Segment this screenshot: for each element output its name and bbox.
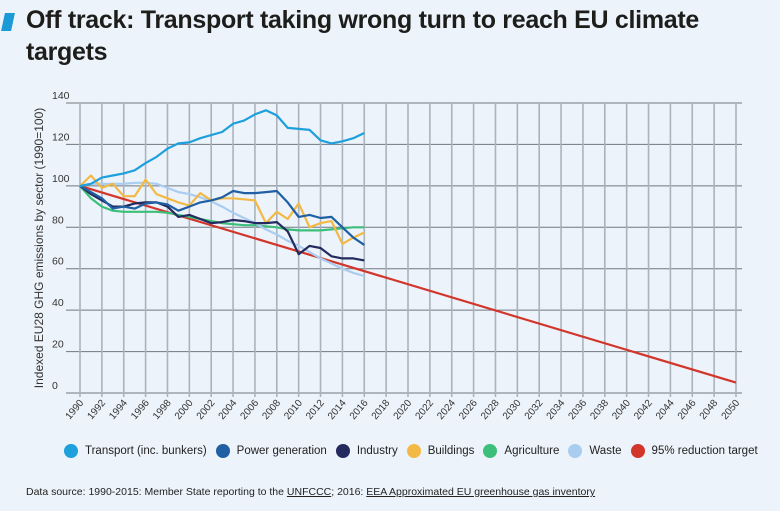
x-tick-label: 2004	[217, 398, 240, 422]
legend-label: Industry	[356, 445, 398, 457]
legend-label: Transport (inc. bunkers)	[85, 445, 207, 457]
x-tick-label: 2016	[348, 398, 371, 422]
x-tick-label: 1998	[151, 398, 174, 422]
legend-item[interactable]: Waste	[568, 444, 622, 458]
legend-swatch-icon	[215, 444, 230, 458]
legend-label: Agriculture	[504, 445, 560, 457]
series-line-power-generation	[79, 184, 365, 246]
chart-series	[79, 109, 737, 384]
legend-swatch-icon	[568, 444, 583, 458]
legend-label: 95% reduction target	[651, 445, 758, 457]
x-tick-label: 2044	[654, 398, 677, 422]
legend-item[interactable]: Buildings	[406, 444, 475, 458]
y-axis-ticks: 0 20 40 60 80 100 120 140	[52, 90, 70, 392]
legend-label: Waste	[589, 445, 622, 457]
chart-grid	[66, 102, 742, 397]
x-tick-label: 2028	[479, 398, 502, 422]
chart-legend: Transport (inc. bunkers) Power generation…	[64, 444, 767, 458]
x-tick-label: 1992	[85, 398, 108, 422]
x-tick-label: 2046	[676, 398, 699, 422]
legend-swatch-icon	[630, 444, 645, 458]
series-line-industry	[79, 185, 365, 262]
series-line-transport-inc-bunkers	[79, 109, 365, 187]
x-tick-label: 2034	[545, 398, 568, 422]
x-tick-label: 2020	[392, 398, 415, 422]
x-tick-label: 2012	[304, 398, 327, 422]
eea-inventory-link[interactable]: EEA Approximated EU greenhouse gas inven…	[366, 486, 596, 498]
legend-item[interactable]: Industry	[335, 444, 398, 458]
y-tick-label: 20	[52, 339, 64, 351]
legend-item[interactable]: 95% reduction target	[630, 444, 758, 458]
y-tick-label: 80	[52, 214, 64, 226]
x-tick-label: 2002	[195, 398, 218, 422]
y-tick-label: 60	[52, 256, 64, 268]
unfccc-link[interactable]: UNFCCC	[286, 486, 332, 498]
x-tick-label: 2038	[588, 398, 611, 422]
x-tick-label: 2032	[523, 398, 546, 422]
x-tick-label: 2022	[413, 398, 436, 422]
y-tick-label: 100	[52, 173, 70, 185]
y-tick-label: 140	[52, 90, 70, 102]
page-title: Off track: Transport taking wrong turn t…	[26, 6, 699, 66]
data-source: Data source: 1990-2015: Member State rep…	[26, 486, 595, 498]
legend-swatch-icon	[406, 444, 421, 458]
x-tick-label: 2024	[435, 398, 458, 422]
x-tick-label: 2018	[370, 398, 393, 422]
legend-swatch-icon	[335, 444, 350, 458]
x-tick-label: 2008	[260, 398, 283, 422]
x-tick-label: 2026	[457, 398, 480, 422]
y-tick-label: 120	[52, 131, 70, 143]
source-middle: ; 2016:	[331, 486, 367, 498]
source-prefix: Data source: 1990-2015: Member State rep…	[26, 486, 287, 498]
legend-swatch-icon	[64, 444, 78, 458]
x-tick-label: 2048	[698, 398, 721, 422]
legend-item[interactable]: Transport (inc. bunkers)	[64, 444, 207, 458]
x-tick-label: 2042	[632, 398, 655, 422]
x-tick-label: 1996	[129, 398, 152, 422]
y-tick-label: 40	[52, 297, 64, 309]
x-axis-ticks: 1990 1992 1994 1996 1998 2000 2002 2004 2006 2008…	[64, 398, 743, 422]
x-tick-label: 2040	[610, 398, 633, 422]
x-tick-label: 2000	[173, 398, 196, 422]
legend-item[interactable]: Agriculture	[483, 444, 559, 458]
x-tick-label: 1994	[107, 398, 130, 422]
legend-swatch-icon	[483, 444, 498, 458]
x-tick-label: 2030	[501, 398, 524, 422]
y-tick-label: 0	[52, 380, 58, 392]
legend-item[interactable]: Power generation	[215, 444, 327, 458]
x-tick-label: 2036	[567, 398, 590, 422]
x-tick-label: 2010	[282, 398, 305, 422]
x-tick-label: 2006	[239, 398, 262, 422]
series-line-waste	[79, 181, 365, 278]
legend-label: Buildings	[427, 445, 475, 457]
series-line-95-reduction-target	[79, 184, 737, 384]
y-axis-label: Indexed EU28 GHG emissions by sector (19…	[32, 108, 46, 388]
x-tick-label: 2050	[720, 398, 743, 422]
x-tick-label: 1990	[64, 398, 87, 422]
legend-label: Power generation	[236, 445, 327, 457]
x-tick-label: 2014	[326, 398, 349, 422]
